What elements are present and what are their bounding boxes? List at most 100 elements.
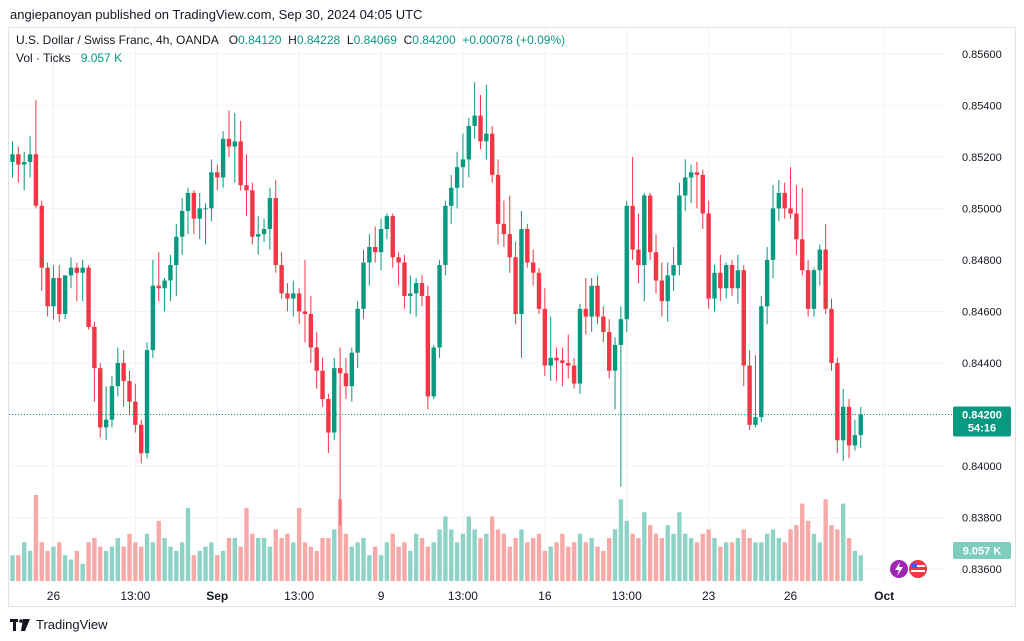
volume-bar	[273, 529, 278, 581]
volume-bar	[560, 533, 565, 581]
candle-body	[361, 262, 366, 309]
candle-body	[378, 228, 384, 253]
candle-body	[22, 161, 27, 165]
volume-bar	[373, 546, 378, 581]
candle-body	[273, 198, 278, 266]
volume-bar	[653, 533, 659, 581]
candle-body	[794, 213, 799, 240]
volume-badge: 9.057 K	[953, 542, 1011, 559]
volume-bar	[753, 542, 758, 581]
volume-bar	[396, 546, 401, 581]
volume-bar	[285, 533, 290, 581]
candle-body	[478, 115, 483, 142]
candle-body	[33, 154, 39, 206]
candle-body	[472, 115, 477, 126]
candle-body	[846, 406, 852, 446]
candle-body	[636, 249, 641, 266]
volume-bar	[647, 525, 653, 581]
candle-body	[829, 308, 834, 363]
volume-bar	[332, 529, 337, 581]
volume-bar	[98, 546, 103, 581]
volume-bar	[800, 503, 805, 581]
volume-bar	[589, 538, 594, 581]
volume-bar	[776, 538, 782, 581]
candle-body	[577, 308, 583, 384]
volume-bar	[554, 542, 559, 581]
volume-bar	[817, 542, 822, 581]
volume-bar	[624, 520, 629, 581]
volume-bar	[607, 538, 612, 581]
candle-body	[226, 138, 232, 147]
footer-brand[interactable]: TradingView	[36, 617, 108, 632]
volume-bar	[179, 542, 185, 581]
candle-body	[647, 195, 653, 253]
volume-bar	[507, 546, 512, 581]
candle-body	[127, 381, 132, 402]
candle-body	[57, 277, 62, 315]
price-badge: 0.84200 54:16	[953, 406, 1011, 437]
volume-bar	[291, 542, 296, 581]
x-tick-label: Sep	[206, 589, 228, 603]
candle-body	[419, 283, 425, 296]
candle-body	[753, 417, 758, 425]
volume-bar	[694, 542, 700, 581]
time-axis[interactable]: 26 13:00 Sep 13:00 9 13:00 16 13:00 23 26 Oct	[47, 589, 894, 603]
candle-body	[390, 216, 395, 258]
candle-body	[39, 205, 44, 268]
candle-body	[133, 401, 138, 425]
volume-bar	[583, 542, 588, 581]
volume-bar	[162, 538, 167, 581]
volume-bar	[320, 538, 325, 581]
us-flag-stripe	[911, 565, 925, 567]
candle-body	[150, 285, 156, 351]
volume-bar	[86, 542, 91, 581]
volume-bar	[250, 533, 255, 581]
volume-bar	[484, 533, 489, 581]
volume-bar	[618, 499, 624, 581]
volume-bar	[612, 529, 618, 581]
y-tick-label: 0.83800	[962, 513, 1002, 525]
candle-body	[624, 205, 629, 320]
candle-body	[314, 347, 319, 371]
candle-body	[103, 419, 109, 428]
candle-body	[191, 192, 197, 219]
candle-body	[156, 285, 161, 289]
candle-body	[244, 185, 249, 191]
candle-body	[373, 247, 378, 253]
volume-bar	[33, 495, 39, 581]
candle-body	[367, 247, 372, 263]
volume-label[interactable]: Vol · Ticks	[16, 51, 71, 65]
candle-body	[484, 133, 489, 142]
volume-bar	[788, 529, 793, 581]
volume-bar	[349, 546, 354, 581]
x-tick-label: 13:00	[448, 589, 478, 603]
candle-body	[659, 280, 665, 302]
y-tick-label: 0.85400	[962, 100, 1002, 112]
candle-body	[595, 285, 600, 317]
volume-bar	[536, 533, 542, 581]
candle-body	[197, 208, 202, 219]
volume-bar	[156, 520, 161, 581]
candle-body	[261, 228, 267, 235]
change-value: +0.00078 (+0.09%)	[462, 33, 566, 47]
x-tick-label: 26	[784, 589, 798, 603]
volume-bar	[472, 529, 477, 581]
candle-body	[490, 133, 495, 175]
volume-bar	[215, 555, 220, 581]
candle-body	[566, 362, 571, 366]
y-tick-label: 0.85200	[962, 152, 1002, 164]
candle-body	[185, 192, 191, 211]
volume-bar	[139, 546, 144, 581]
candle-body	[203, 208, 208, 210]
price-axis[interactable]: 0.85600 0.85400 0.85200 0.85000 0.84800 0.846…	[962, 49, 1002, 576]
volume-bar	[706, 529, 711, 581]
candle-body	[671, 265, 676, 276]
overlay-icons[interactable]	[890, 560, 927, 578]
volume-bar	[665, 525, 670, 581]
x-tick-label: 13:00	[120, 589, 150, 603]
candle-body	[519, 228, 524, 315]
us-flag-icon[interactable]	[909, 560, 927, 578]
symbol-title[interactable]: U.S. Dollar / Swiss Franc, 4h, OANDA	[16, 33, 219, 47]
candle-body	[326, 399, 331, 433]
